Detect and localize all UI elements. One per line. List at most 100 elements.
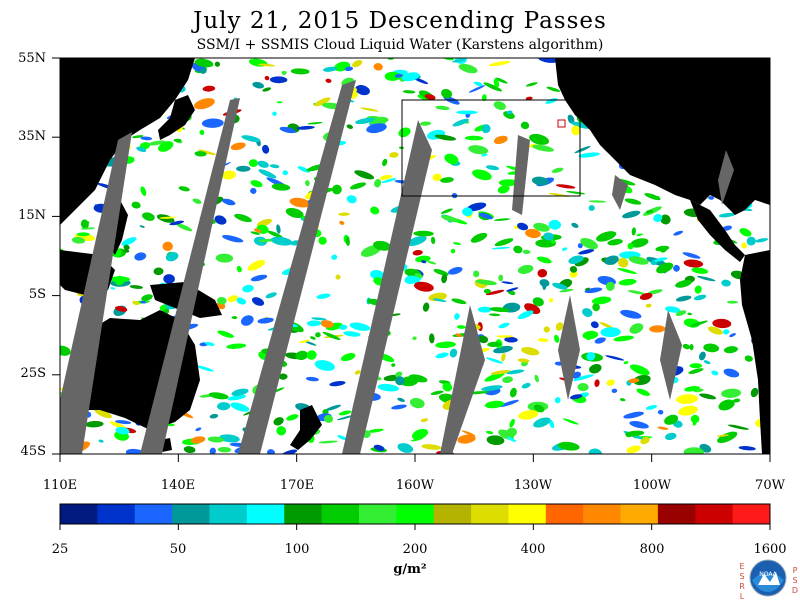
cloud-water-patch — [525, 96, 533, 101]
lon-label: 110E — [42, 478, 78, 493]
colorbar-swatch — [60, 504, 98, 524]
cloud-water-patch — [217, 296, 227, 305]
cloud-water-patch — [414, 273, 424, 278]
land-south-america — [740, 250, 770, 454]
cloud-water-patch — [718, 212, 736, 218]
cloud-water-patch — [698, 351, 706, 361]
cloud-water-patch — [320, 320, 334, 328]
cloud-water-patch — [307, 121, 323, 125]
cloud-water-patch — [457, 434, 476, 444]
cloud-water-patch — [525, 82, 538, 87]
cloud-water-patch — [660, 214, 671, 225]
cloud-water-patch — [673, 264, 680, 272]
cloud-water-patch — [440, 177, 454, 183]
cloud-water-patch — [279, 126, 296, 134]
cloud-water-patch — [675, 279, 692, 288]
cloud-water-patch — [271, 183, 291, 191]
cloud-water-patch — [655, 245, 670, 252]
cloud-water-patch — [513, 245, 523, 254]
cloud-water-patch — [729, 333, 736, 338]
cloud-water-patch — [304, 340, 317, 346]
colorbar-tick-label: 400 — [520, 542, 546, 557]
cloud-water-patch — [159, 216, 176, 219]
cloud-water-patch — [231, 388, 249, 396]
cloud-water-patch — [532, 144, 554, 152]
cloud-water-patch — [485, 165, 500, 171]
cloud-water-patch — [559, 288, 574, 293]
cloud-water-patch — [163, 274, 175, 284]
cloud-water-patch — [472, 169, 492, 181]
cloud-water-patch — [605, 355, 625, 361]
cloud-water-patch — [236, 165, 251, 172]
cloud-water-patch — [406, 235, 427, 247]
cloud-water-patch — [360, 107, 379, 112]
swath-gap — [612, 175, 628, 210]
cloud-water-patch — [589, 363, 602, 374]
cloud-water-patch — [543, 232, 555, 241]
cloud-water-patch — [219, 434, 240, 443]
cloud-water-patch — [501, 281, 514, 285]
cloud-water-patch — [485, 289, 505, 296]
cloud-water-patch — [381, 178, 397, 183]
cloud-water-patch — [594, 337, 606, 344]
cloud-water-patch — [604, 255, 619, 265]
cloud-water-patch — [518, 410, 539, 420]
cloud-water-patch — [585, 334, 592, 341]
cloud-water-patch — [214, 61, 220, 67]
cloud-water-patch — [506, 287, 519, 292]
cloud-water-patch — [656, 262, 674, 274]
cloud-water-patch — [324, 414, 333, 423]
cloud-water-patch — [354, 170, 375, 180]
lon-label: 70W — [755, 478, 785, 493]
land-masses — [60, 58, 770, 454]
cloud-water-patch — [585, 287, 590, 291]
cloud-water-patch — [272, 111, 277, 116]
colorbar-swatch — [209, 504, 248, 524]
cloud-water-patch — [247, 260, 266, 271]
cloud-water-patch — [207, 436, 224, 443]
cloud-water-patch — [432, 173, 442, 182]
cloud-water-patch — [571, 222, 579, 228]
cloud-water-patch — [626, 445, 641, 454]
cloud-water-patch — [489, 60, 511, 67]
cloud-water-patch — [473, 270, 480, 278]
noaa-logo: NOAA — [749, 559, 787, 597]
colorbar-swatch — [97, 504, 136, 524]
cloud-water-patch — [176, 223, 193, 232]
cloud-water-patch — [657, 409, 664, 415]
colorbar-swatch — [471, 504, 509, 524]
cloud-water-patch — [98, 439, 104, 443]
cloud-water-patch — [397, 443, 414, 453]
cloud-water-patch — [718, 399, 735, 411]
cloud-water-patch — [461, 430, 476, 437]
cloud-water-patch — [630, 238, 649, 248]
colorbar-tick-label: 800 — [639, 542, 665, 557]
cloud-water-patch — [250, 274, 268, 282]
cloud-water-patch — [466, 202, 487, 212]
cloud-water-patch — [115, 426, 130, 435]
cloud-water-patch — [478, 212, 493, 220]
cloud-water-patch — [435, 105, 450, 111]
cloud-water-patch — [607, 238, 623, 246]
cloud-water-patch — [382, 158, 388, 167]
cloud-water-patch — [374, 178, 382, 188]
cloud-water-patch — [430, 390, 444, 395]
cloud-water-patch — [338, 212, 350, 216]
cloud-water-patch — [628, 378, 640, 383]
lon-label: 170E — [279, 478, 315, 493]
cloud-water-patch — [517, 264, 534, 274]
cloud-water-patch — [209, 413, 219, 419]
colorbar-tick-label: 200 — [402, 542, 428, 557]
cloud-water-patch — [506, 369, 525, 375]
cloud-water-patch — [251, 297, 265, 306]
cloud-water-patch — [236, 297, 247, 305]
cloud-water-patch — [390, 313, 401, 317]
cloud-water-patch — [427, 260, 437, 265]
cloud-water-patch — [316, 293, 331, 299]
cloud-water-patch — [738, 445, 756, 451]
cloud-water-patch — [257, 160, 269, 168]
cloud-water-patch — [546, 86, 561, 92]
cloud-water-patch — [345, 236, 350, 246]
cloud-water-patch — [647, 289, 663, 295]
